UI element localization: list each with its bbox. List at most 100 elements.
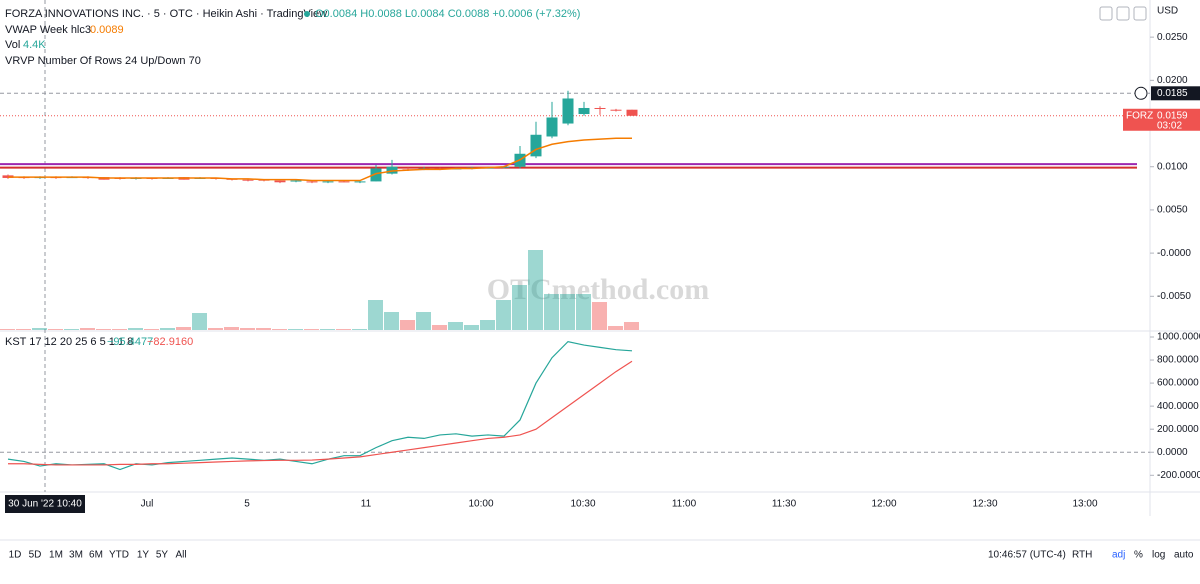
range-button[interactable]: 1Y — [137, 550, 150, 561]
volume-bar — [448, 322, 463, 330]
volume-bar — [0, 329, 15, 330]
x-tick-label: 13:00 — [1072, 499, 1097, 510]
range-button[interactable]: 1M — [49, 550, 63, 561]
y-tick-label: 0.0050 — [1157, 205, 1188, 216]
x-tick-label: Jul — [141, 499, 154, 510]
vol-label: Vol — [5, 39, 20, 51]
y-tick-label: 1000.0000 — [1157, 332, 1200, 343]
volume-bar — [384, 312, 399, 330]
status-dot — [304, 11, 310, 17]
volume-bar — [256, 328, 271, 330]
volume-bar — [320, 329, 335, 330]
volume-bar — [496, 300, 511, 330]
y-tick-label: 0.0250 — [1157, 32, 1188, 43]
volume-bar — [192, 313, 207, 330]
y-tick-label: 800.0000 — [1157, 355, 1199, 366]
volume-bar — [576, 294, 591, 330]
range-button[interactable]: 1D — [9, 550, 22, 561]
candle-body — [290, 180, 302, 182]
crosshair-price-label: 0.0185 — [1157, 88, 1188, 99]
candle-body — [530, 134, 542, 157]
volume-bar — [160, 328, 175, 330]
kst-value: −95.4477 — [107, 336, 153, 348]
range-button[interactable]: 3M — [69, 550, 83, 561]
volume-bar — [368, 300, 383, 330]
volume-bar — [176, 327, 191, 330]
vwap-value: 0.0089 — [90, 24, 124, 36]
y-tick-label: -200.0000 — [1157, 470, 1200, 481]
volume-bar — [16, 329, 31, 330]
x-tick-label: 5 — [244, 499, 250, 510]
last-price-box — [1123, 108, 1200, 131]
y-tick-label: 0.0200 — [1157, 75, 1188, 86]
range-button[interactable]: All — [175, 550, 186, 561]
candle-body — [562, 98, 574, 124]
x-tick-label: 11 — [361, 499, 372, 510]
range-button[interactable]: 6M — [89, 550, 103, 561]
button[interactable] — [1116, 6, 1130, 21]
volume-bar — [352, 329, 367, 330]
y-tick-label: 600.0000 — [1157, 378, 1199, 389]
range-button[interactable]: 5Y — [156, 550, 169, 561]
candle-body — [610, 109, 622, 111]
candle-body — [354, 181, 366, 183]
range-button[interactable]: 5D — [29, 550, 42, 561]
volume-bar — [272, 329, 287, 330]
option-button[interactable]: log — [1152, 550, 1165, 561]
volume-bar — [560, 294, 575, 330]
option-button[interactable]: adj — [1112, 550, 1125, 561]
x-tick-label: 11:30 — [772, 499, 797, 510]
x-tick-label: 10:00 — [468, 499, 493, 510]
candle-body — [242, 179, 254, 181]
range-button[interactable]: YTD — [109, 550, 129, 561]
x-tick-label: 12:00 — [871, 499, 896, 510]
volume-bar — [96, 329, 111, 330]
chart-title: FORZA INNOVATIONS INC. · 5 · OTC · Heiki… — [5, 8, 327, 20]
kst-line — [8, 360, 633, 466]
volume-bar — [144, 329, 159, 330]
y-tick-label: -0.0050 — [1157, 291, 1191, 302]
vwap-label: VWAP Week hlc3 — [5, 24, 91, 36]
volume-bar — [304, 329, 319, 330]
volume-bar — [480, 320, 495, 330]
volume-bar — [464, 325, 479, 330]
y-tick-label: -0.0000 — [1157, 248, 1191, 259]
x-tick-label: 10:30 — [570, 499, 595, 510]
volume-bar — [592, 302, 607, 330]
option-button[interactable]: auto — [1174, 550, 1194, 561]
vrvp-label: VRVP Number Of Rows 24 Up/Down 70 — [5, 55, 201, 67]
x-tick-label: 12:30 — [972, 499, 997, 510]
volume-bar — [416, 312, 431, 330]
crosshair-price-box — [1151, 86, 1200, 101]
option-button[interactable]: % — [1134, 550, 1143, 561]
window-buttons[interactable] — [1099, 6, 1147, 21]
volume-bar — [32, 328, 47, 330]
last-price-label: 0.0159 — [1157, 110, 1188, 121]
session-button[interactable]: RTH — [1072, 550, 1092, 561]
candle-body — [546, 117, 558, 137]
crosshair-time-box — [5, 495, 85, 513]
volume-bar — [624, 322, 639, 330]
candle-body — [370, 168, 382, 182]
symbol-label: FORZ — [1126, 110, 1153, 121]
y-tick-label: 0.0000 — [1157, 447, 1188, 458]
add-alert-button[interactable] — [1134, 86, 1148, 100]
button[interactable] — [1133, 6, 1147, 21]
kst-line — [7, 340, 633, 471]
volume-bar — [112, 329, 127, 330]
signal-value: −82.9160 — [147, 336, 193, 348]
y-tick-label: 200.0000 — [1157, 424, 1199, 435]
volume-bar — [224, 327, 239, 330]
countdown-label: 03:02 — [1157, 120, 1182, 131]
volume-bar — [432, 325, 447, 330]
volume-bar — [512, 285, 527, 330]
candle-body — [594, 107, 606, 109]
button[interactable] — [1099, 6, 1113, 21]
kst-label: KST 17 12 20 25 6 5 1 1 8 — [5, 336, 133, 348]
ohlc-readout: O0.0084 H0.0088 L0.0084 C0.0088 +0.0006 … — [315, 8, 580, 20]
volume-bar — [288, 329, 303, 330]
candle-body — [578, 107, 590, 115]
chart-layer: 0.0250 0.0200 0.0100 0.0050 -0.0000 -0.0050 0.… — [0, 32, 1200, 561]
volume-bar — [208, 328, 223, 330]
